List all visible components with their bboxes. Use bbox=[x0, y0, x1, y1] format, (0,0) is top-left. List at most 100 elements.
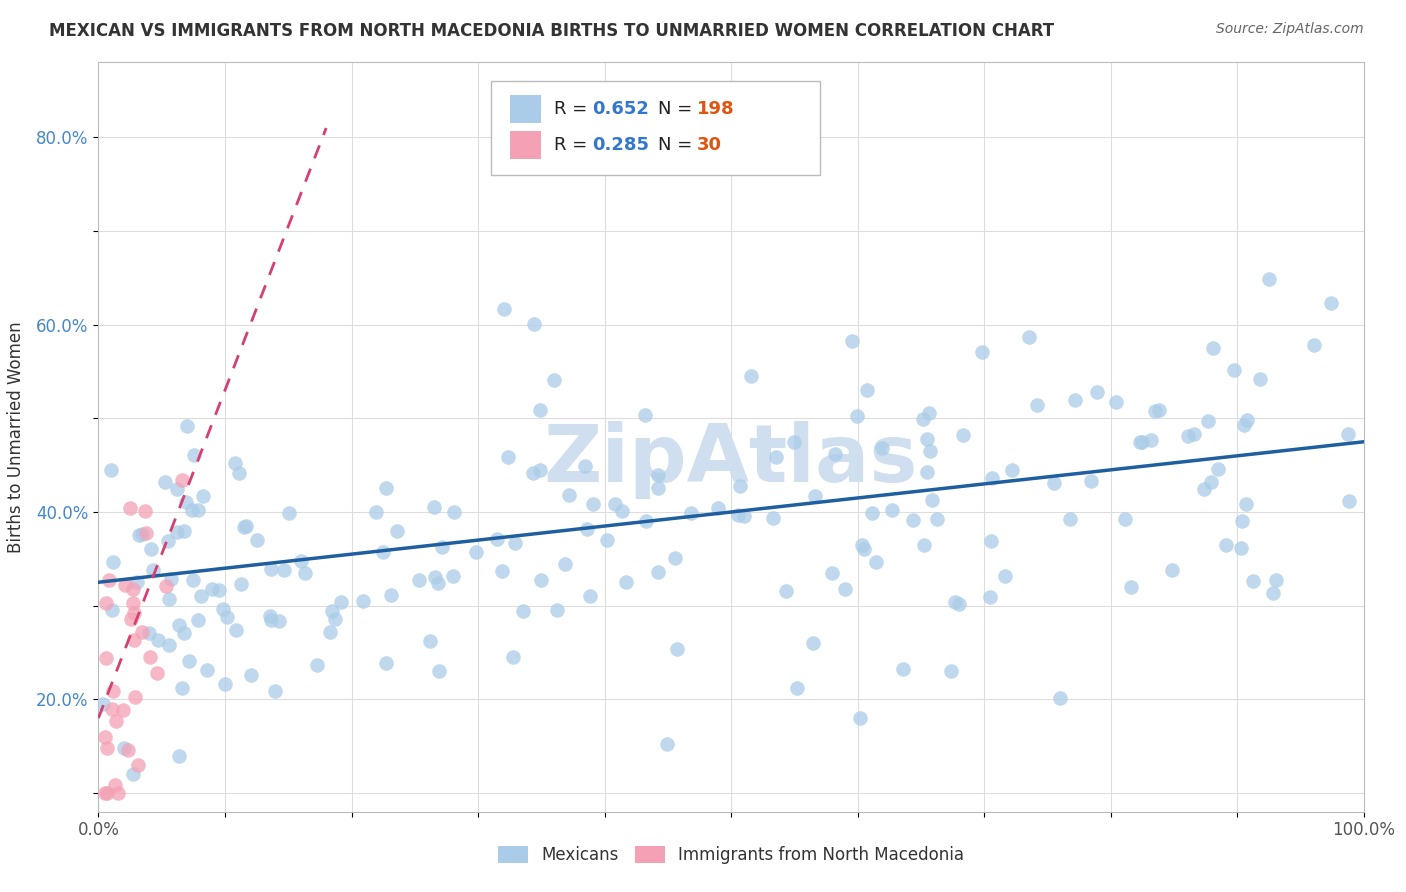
Point bbox=[352, 594, 374, 608]
Point bbox=[146, 632, 169, 647]
Point bbox=[430, 540, 453, 554]
Text: Source: ZipAtlas.com: Source: ZipAtlas.com bbox=[1216, 22, 1364, 37]
Point bbox=[1129, 435, 1152, 450]
Point bbox=[380, 588, 402, 602]
Point bbox=[980, 533, 1002, 548]
Point bbox=[191, 490, 214, 504]
Point bbox=[1177, 428, 1199, 442]
Point bbox=[101, 603, 124, 617]
Point bbox=[1114, 512, 1136, 526]
Point bbox=[177, 654, 200, 668]
Point bbox=[127, 575, 149, 590]
Point bbox=[101, 702, 124, 716]
Point bbox=[921, 492, 943, 507]
Point bbox=[107, 786, 129, 800]
Point bbox=[385, 524, 408, 539]
Point bbox=[173, 626, 195, 640]
Point bbox=[579, 590, 602, 604]
Point bbox=[605, 497, 627, 511]
Point bbox=[127, 757, 149, 772]
Point bbox=[1206, 461, 1229, 475]
Text: 30: 30 bbox=[697, 136, 721, 153]
Point bbox=[96, 740, 118, 755]
Point bbox=[582, 497, 605, 511]
Point bbox=[512, 603, 534, 617]
Point bbox=[228, 467, 250, 481]
Point bbox=[1121, 580, 1143, 594]
Point bbox=[443, 505, 465, 519]
Point bbox=[157, 591, 180, 606]
Point bbox=[530, 573, 553, 587]
Point bbox=[1223, 363, 1246, 377]
Point bbox=[170, 473, 193, 487]
Point bbox=[267, 614, 290, 628]
Point bbox=[166, 524, 188, 539]
Point bbox=[970, 345, 993, 359]
Point bbox=[96, 786, 118, 800]
Point bbox=[98, 573, 121, 587]
Text: N =: N = bbox=[658, 136, 697, 153]
Point bbox=[155, 579, 177, 593]
Point bbox=[100, 463, 122, 477]
Point bbox=[523, 317, 546, 331]
Point bbox=[1064, 392, 1087, 407]
Point bbox=[1236, 413, 1258, 427]
Point bbox=[135, 525, 157, 540]
Point bbox=[183, 449, 205, 463]
Point bbox=[664, 551, 686, 566]
Point bbox=[1147, 403, 1170, 417]
Point bbox=[94, 730, 117, 744]
Point bbox=[128, 528, 150, 542]
Point bbox=[121, 767, 143, 781]
Point bbox=[554, 558, 576, 572]
Point bbox=[918, 444, 941, 458]
Text: 0.652: 0.652 bbox=[592, 100, 648, 118]
Point bbox=[1230, 541, 1253, 555]
Point bbox=[1199, 475, 1222, 489]
Point bbox=[765, 450, 787, 465]
Point bbox=[364, 505, 387, 519]
Point bbox=[1249, 372, 1271, 386]
Point bbox=[834, 582, 856, 596]
Point bbox=[1194, 482, 1216, 496]
Point bbox=[1042, 475, 1064, 490]
Point bbox=[1080, 474, 1102, 488]
Point bbox=[94, 786, 117, 800]
Text: MEXICAN VS IMMIGRANTS FROM NORTH MACEDONIA BIRTHS TO UNMARRIED WOMEN CORRELATION: MEXICAN VS IMMIGRANTS FROM NORTH MACEDON… bbox=[49, 22, 1054, 40]
Point bbox=[882, 503, 904, 517]
Point bbox=[134, 504, 156, 518]
Point bbox=[853, 542, 876, 557]
Point bbox=[952, 428, 974, 442]
Point bbox=[169, 618, 191, 632]
Point bbox=[801, 636, 824, 650]
Point bbox=[121, 582, 143, 596]
Point bbox=[419, 633, 441, 648]
Point bbox=[180, 503, 202, 517]
Point bbox=[225, 623, 247, 637]
Point bbox=[94, 650, 117, 665]
Point bbox=[1140, 434, 1163, 448]
Point bbox=[1261, 585, 1284, 599]
Point bbox=[485, 532, 508, 546]
Point bbox=[427, 664, 450, 678]
Point bbox=[173, 524, 195, 538]
FancyBboxPatch shape bbox=[491, 81, 820, 175]
Point bbox=[120, 612, 142, 626]
Bar bbox=[510, 95, 541, 123]
Point bbox=[167, 748, 190, 763]
Point bbox=[131, 527, 153, 541]
Point bbox=[941, 664, 963, 678]
Point bbox=[104, 779, 127, 793]
Point bbox=[1049, 690, 1071, 705]
Point bbox=[118, 500, 141, 515]
Point bbox=[443, 569, 465, 583]
Point bbox=[190, 589, 212, 603]
Point bbox=[915, 433, 938, 447]
Point bbox=[1026, 399, 1049, 413]
Point bbox=[260, 613, 283, 627]
Point bbox=[783, 435, 806, 450]
Point bbox=[321, 604, 343, 618]
Point bbox=[138, 625, 160, 640]
Point bbox=[224, 456, 246, 470]
Point bbox=[804, 489, 827, 503]
